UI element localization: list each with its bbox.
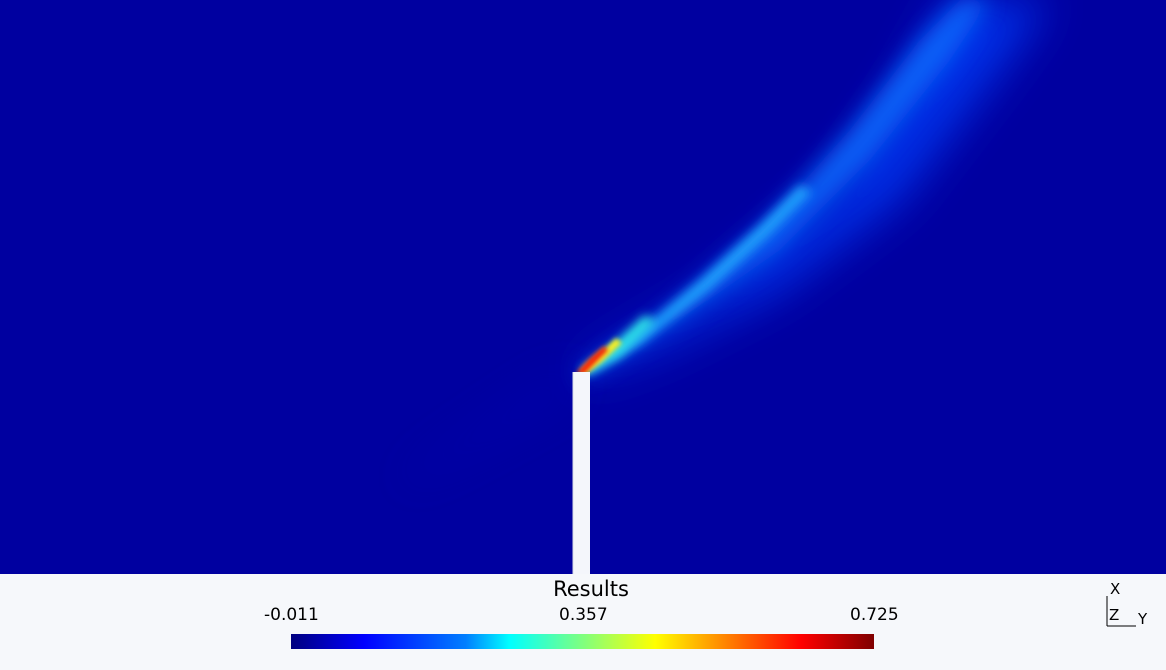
chimney-stack [573, 372, 590, 574]
plume-mid [578, 0, 990, 376]
axis-x-label: X [1110, 580, 1120, 598]
orientation-axes-widget[interactable]: X Z Y [1100, 578, 1160, 634]
axis-y-label: Y [1137, 610, 1148, 628]
concentration-field-view[interactable] [0, 0, 1166, 574]
plume-outer [576, 0, 1050, 378]
colorbar-mid-label: 0.357 [559, 605, 608, 625]
colorbar-title: Results [553, 577, 629, 601]
plume-inner [580, 185, 812, 374]
colorbar-min-label: -0.011 [264, 605, 319, 625]
colorbar-gradient [291, 634, 874, 649]
colorbar-max-label: 0.725 [850, 605, 899, 625]
plume-core [576, 346, 608, 374]
axis-z-label: Z [1109, 606, 1119, 624]
plume-tail [395, 372, 578, 488]
